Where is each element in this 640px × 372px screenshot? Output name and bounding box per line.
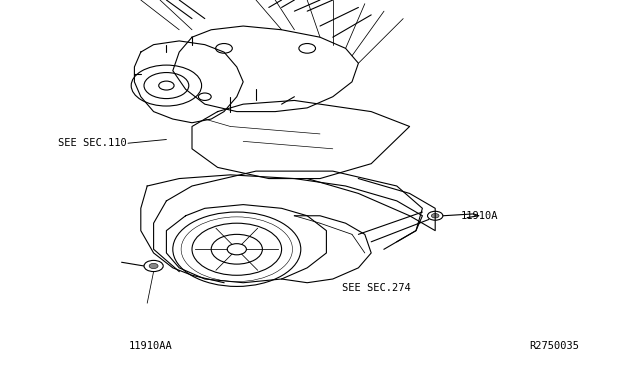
Circle shape: [149, 263, 158, 269]
Text: SEE SEC.110: SEE SEC.110: [58, 138, 126, 148]
Text: R2750035: R2750035: [529, 341, 579, 351]
Text: 11910A: 11910A: [461, 211, 499, 221]
Text: SEE SEC.274: SEE SEC.274: [342, 283, 411, 293]
Circle shape: [431, 214, 439, 218]
Text: 11910AA: 11910AA: [129, 341, 172, 351]
